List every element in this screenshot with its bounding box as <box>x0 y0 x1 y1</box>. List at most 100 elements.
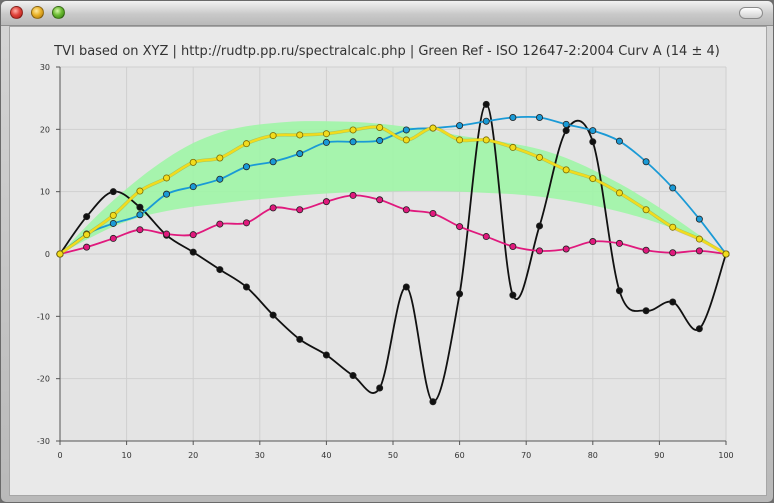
series-cyan-point-3 <box>136 211 144 219</box>
series-cyan-point-9 <box>296 150 304 158</box>
series-magenta-point-21 <box>615 239 623 247</box>
series-yellow-point-18 <box>536 153 544 161</box>
series-magenta-point-18 <box>536 247 544 255</box>
series-yellow-point-21 <box>615 189 623 197</box>
series-magenta-point-7 <box>242 219 250 227</box>
series-black-point-5 <box>189 248 197 256</box>
series-cyan-point-11 <box>349 138 357 146</box>
y-tick-label-3: 0 <box>45 250 50 259</box>
series-black-point-24 <box>695 325 703 333</box>
series-magenta-point-23 <box>669 249 677 257</box>
y-tick-label-6: -30 <box>37 437 50 446</box>
series-black-point-10 <box>322 351 330 359</box>
x-tick-label-1: 10 <box>122 451 132 460</box>
series-magenta-point-20 <box>589 238 597 246</box>
x-tick-label-4: 40 <box>321 451 331 460</box>
series-yellow-point-25 <box>722 250 730 258</box>
series-magenta-point-2 <box>109 234 117 242</box>
series-yellow-point-3 <box>136 187 144 195</box>
x-axis-ticks: 0 10 20 30 40 50 60 70 80 90 100 <box>57 441 734 460</box>
series-black-point-12 <box>376 384 384 392</box>
series-yellow-point-0 <box>56 250 64 258</box>
series-yellow-point-5 <box>189 158 197 166</box>
series-cyan-point-6 <box>216 175 224 183</box>
series-black-point-17 <box>509 291 517 299</box>
series-yellow-point-9 <box>296 131 304 139</box>
series-black-point-16 <box>482 100 490 108</box>
series-yellow-point-16 <box>482 136 490 144</box>
series-black-point-20 <box>589 138 597 146</box>
series-magenta-point-24 <box>695 247 703 255</box>
series-black-point-15 <box>456 290 464 298</box>
series-black-point-9 <box>296 335 304 343</box>
series-yellow-point-20 <box>589 175 597 183</box>
series-black-point-6 <box>216 266 224 274</box>
series-cyan-point-20 <box>589 127 597 135</box>
series-cyan-point-23 <box>669 184 677 192</box>
series-yellow-point-11 <box>349 126 357 134</box>
series-cyan-point-21 <box>615 137 623 145</box>
series-black-point-18 <box>536 222 544 230</box>
series-magenta-point-10 <box>322 198 330 206</box>
x-tick-label-9: 90 <box>654 451 664 460</box>
series-cyan-point-8 <box>269 158 277 166</box>
series-black-point-7 <box>242 283 250 291</box>
series-yellow-point-12 <box>376 123 384 131</box>
series-black-point-11 <box>349 372 357 380</box>
series-cyan-point-5 <box>189 183 197 191</box>
series-magenta-point-3 <box>136 226 144 234</box>
series-cyan-point-10 <box>322 138 330 146</box>
series-black-point-13 <box>402 283 410 291</box>
x-tick-label-7: 70 <box>521 451 531 460</box>
series-yellow-point-7 <box>242 140 250 148</box>
series-cyan-point-17 <box>509 113 517 121</box>
x-tick-label-10: 100 <box>718 451 733 460</box>
series-magenta-point-9 <box>296 206 304 214</box>
series-cyan-point-18 <box>536 113 544 121</box>
zoom-button[interactable] <box>52 6 65 19</box>
series-black-point-8 <box>269 311 277 319</box>
x-tick-label-0: 0 <box>57 451 62 460</box>
series-magenta-point-15 <box>456 223 464 231</box>
x-tick-label-6: 60 <box>455 451 465 460</box>
series-cyan-point-7 <box>242 163 250 171</box>
series-black-point-2 <box>109 188 117 196</box>
series-cyan-point-19 <box>562 120 570 128</box>
series-cyan-point-16 <box>482 117 490 125</box>
series-cyan-point-12 <box>376 137 384 145</box>
series-black-point-1 <box>83 213 91 221</box>
series-yellow-point-23 <box>669 223 677 231</box>
y-tick-label-1: 20 <box>40 125 50 134</box>
x-tick-label-8: 80 <box>588 451 598 460</box>
series-points <box>56 100 730 406</box>
series-magenta-point-8 <box>269 204 277 212</box>
series-yellow-point-24 <box>695 235 703 243</box>
window-titlebar[interactable] <box>1 1 773 26</box>
y-tick-label-2: 10 <box>40 188 50 197</box>
toolbar-toggle-button[interactable] <box>739 7 763 19</box>
series-magenta-point-19 <box>562 245 570 253</box>
y-tick-label-5: -20 <box>37 375 50 384</box>
series-cyan-point-15 <box>456 122 464 130</box>
series-magenta-point-14 <box>429 209 437 217</box>
series-yellow-point-4 <box>163 174 171 182</box>
minimize-button[interactable] <box>31 6 44 19</box>
series-black-point-22 <box>642 307 650 315</box>
series-magenta-point-16 <box>482 233 490 241</box>
series-magenta-point-17 <box>509 243 517 251</box>
series-cyan-point-13 <box>402 126 410 134</box>
series-yellow-point-17 <box>509 143 517 151</box>
series-yellow-point-19 <box>562 166 570 174</box>
series-black-line <box>59 103 727 403</box>
close-button[interactable] <box>10 6 23 19</box>
y-tick-label-0: 30 <box>40 63 50 72</box>
series-magenta-point-12 <box>376 196 384 204</box>
series-magenta-point-6 <box>216 220 224 228</box>
series-black-point-19 <box>562 127 570 135</box>
series-cyan-point-22 <box>642 158 650 166</box>
x-tick-label-3: 30 <box>255 451 265 460</box>
series-yellow-point-2 <box>109 211 117 219</box>
series-black-point-23 <box>669 298 677 306</box>
x-tick-label-5: 50 <box>388 451 398 460</box>
